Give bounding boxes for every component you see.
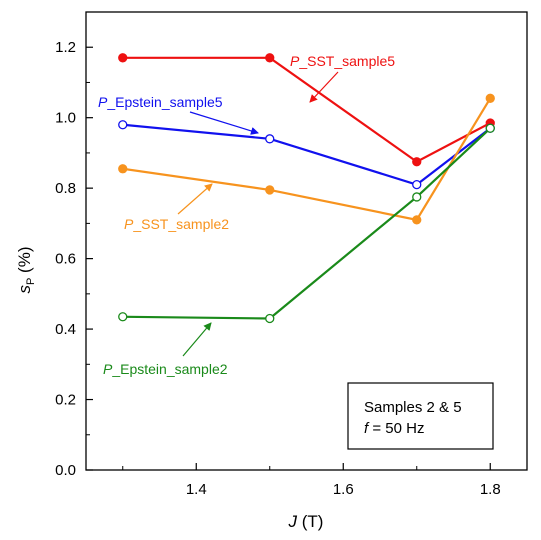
y-tick-label: 0.8 bbox=[55, 180, 76, 197]
series-line-3 bbox=[122, 127, 492, 320]
series-line-2 bbox=[122, 97, 492, 222]
series-layer bbox=[118, 53, 495, 324]
label-arrow-epstein-sample5 bbox=[189, 111, 259, 135]
y-tick-label: 0.2 bbox=[55, 392, 76, 409]
plot-frame bbox=[85, 11, 528, 471]
y-tick-label: 0.4 bbox=[55, 321, 76, 338]
label-sst-sample5: P_SST_sample5 bbox=[290, 53, 395, 103]
series-line-1 bbox=[122, 123, 491, 186]
data-point-2 bbox=[265, 185, 275, 195]
label-sst-sample2: P_SST_sample2 bbox=[124, 183, 229, 232]
svg-text:P_SST_sample2: P_SST_sample2 bbox=[124, 216, 229, 232]
data-point-0 bbox=[412, 157, 422, 167]
data-point-1 bbox=[118, 120, 128, 130]
x-tick-label: 1.8 bbox=[480, 481, 501, 498]
legend-box: Samples 2 & 5 f = 50 Hz bbox=[347, 382, 494, 450]
data-point-0 bbox=[265, 53, 275, 63]
legend-box-line1: Samples 2 & 5 bbox=[364, 399, 462, 416]
svg-text:P_Epstein_sample2: P_Epstein_sample2 bbox=[103, 361, 228, 377]
y-tick-label: 1.2 bbox=[55, 39, 76, 56]
data-point-1 bbox=[412, 179, 422, 190]
svg-text:P_SST_sample5: P_SST_sample5 bbox=[290, 53, 395, 69]
data-point-3 bbox=[118, 312, 128, 322]
data-point-3 bbox=[485, 123, 495, 133]
data-point-0 bbox=[118, 53, 128, 63]
y-axis-label: sP (%) bbox=[15, 246, 37, 293]
x-axis-label: J (T) bbox=[288, 512, 324, 531]
x-axis-ticks: 1.4 1.6 1.8 bbox=[122, 463, 501, 498]
y-tick-label: 0.6 bbox=[55, 251, 76, 268]
data-point-2 bbox=[485, 93, 495, 103]
legend-box-line2: f = 50 Hz bbox=[364, 420, 424, 437]
data-point-2 bbox=[118, 164, 128, 174]
x-tick-label: 1.6 bbox=[333, 481, 354, 498]
y-axis-ticks: 0.0 0.2 0.4 0.6 0.8 1.0 1.2 bbox=[55, 39, 93, 479]
svg-text:P_Epstein_sample5: P_Epstein_sample5 bbox=[98, 94, 223, 110]
x-tick-label: 1.4 bbox=[186, 481, 207, 498]
data-point-3 bbox=[265, 313, 275, 324]
label-epstein-sample2: P_Epstein_sample2 bbox=[103, 322, 228, 377]
data-point-2 bbox=[412, 215, 422, 225]
series-line-0 bbox=[122, 56, 491, 164]
data-point-3 bbox=[412, 192, 422, 202]
y-tick-label: 1.0 bbox=[55, 110, 76, 127]
y-tick-label: 0.0 bbox=[55, 462, 76, 479]
label-arrow-sst-sample5 bbox=[309, 71, 339, 103]
data-point-1 bbox=[265, 134, 275, 144]
label-arrow-epstein-sample2 bbox=[182, 322, 212, 357]
label-arrow-sst-sample2 bbox=[177, 183, 213, 215]
label-epstein-sample5: P_Epstein_sample5 bbox=[98, 94, 259, 135]
